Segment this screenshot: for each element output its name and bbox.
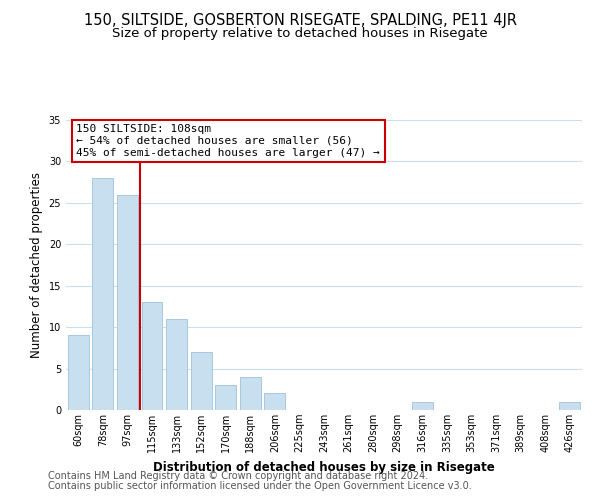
X-axis label: Distribution of detached houses by size in Risegate: Distribution of detached houses by size … <box>153 460 495 473</box>
Bar <box>166 319 187 410</box>
Bar <box>142 302 163 410</box>
Y-axis label: Number of detached properties: Number of detached properties <box>30 172 43 358</box>
Bar <box>92 178 113 410</box>
Text: Size of property relative to detached houses in Risegate: Size of property relative to detached ho… <box>112 28 488 40</box>
Text: Contains public sector information licensed under the Open Government Licence v3: Contains public sector information licen… <box>48 481 472 491</box>
Bar <box>191 352 212 410</box>
Bar <box>412 402 433 410</box>
Text: 150, SILTSIDE, GOSBERTON RISEGATE, SPALDING, PE11 4JR: 150, SILTSIDE, GOSBERTON RISEGATE, SPALD… <box>83 12 517 28</box>
Bar <box>265 394 286 410</box>
Bar <box>215 385 236 410</box>
Text: 150 SILTSIDE: 108sqm
← 54% of detached houses are smaller (56)
45% of semi-detac: 150 SILTSIDE: 108sqm ← 54% of detached h… <box>76 124 380 158</box>
Text: Contains HM Land Registry data © Crown copyright and database right 2024.: Contains HM Land Registry data © Crown c… <box>48 471 428 481</box>
Bar <box>240 377 261 410</box>
Bar <box>117 194 138 410</box>
Bar <box>559 402 580 410</box>
Bar <box>68 336 89 410</box>
